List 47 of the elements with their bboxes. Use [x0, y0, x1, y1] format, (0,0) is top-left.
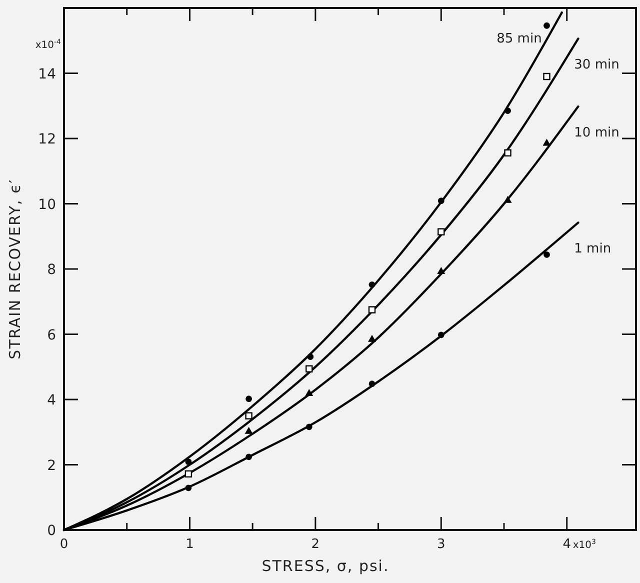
text: x10$^{3}$ — [572, 538, 596, 551]
point — [543, 72, 550, 80]
point — [244, 426, 253, 434]
point — [438, 332, 444, 338]
point — [307, 354, 314, 360]
point — [438, 198, 444, 204]
point — [368, 334, 376, 342]
y-tick-label: 8 — [47, 262, 56, 278]
point — [306, 365, 313, 372]
point — [542, 138, 551, 146]
point — [246, 454, 252, 460]
point — [306, 424, 312, 430]
point — [504, 108, 511, 114]
y-tick-label: 14 — [38, 66, 56, 82]
x-tick-label: 0 — [60, 537, 68, 552]
point — [368, 281, 376, 288]
point — [504, 149, 512, 156]
point — [305, 388, 314, 396]
point — [438, 228, 445, 236]
point — [368, 306, 376, 314]
text: x10$^{-4}$ — [35, 38, 62, 51]
y-axis-title: STRAIN RECOVERY, ϵ′ — [6, 178, 24, 360]
y-tick-label: 10 — [38, 196, 56, 213]
y-tick-label: 4 — [47, 392, 56, 408]
x-axis-title: STRESS, σ, psi. — [262, 557, 390, 575]
y-tick-label: 6 — [47, 327, 56, 344]
point — [368, 380, 376, 388]
point — [437, 266, 446, 274]
x-tick-label: 2 — [311, 537, 320, 552]
x-tick-label: 3 — [437, 537, 446, 552]
point — [185, 458, 192, 466]
y-tick-label: 12 — [38, 132, 56, 148]
point — [544, 251, 550, 258]
point — [246, 396, 252, 402]
series-label: 30 min — [574, 58, 620, 73]
point — [184, 470, 192, 478]
series-label: 10 min — [574, 126, 620, 141]
series-label: 85 min — [496, 32, 542, 47]
y-tick-label: 2 — [47, 458, 56, 474]
y-tick-label: 0 — [47, 523, 56, 539]
point — [504, 196, 512, 203]
x-tick-label: 4 — [562, 537, 571, 552]
series-label: 1 min — [574, 242, 612, 257]
point — [544, 22, 550, 29]
x-tick-label: 1 — [186, 537, 194, 552]
point — [245, 412, 252, 420]
point — [185, 484, 192, 492]
